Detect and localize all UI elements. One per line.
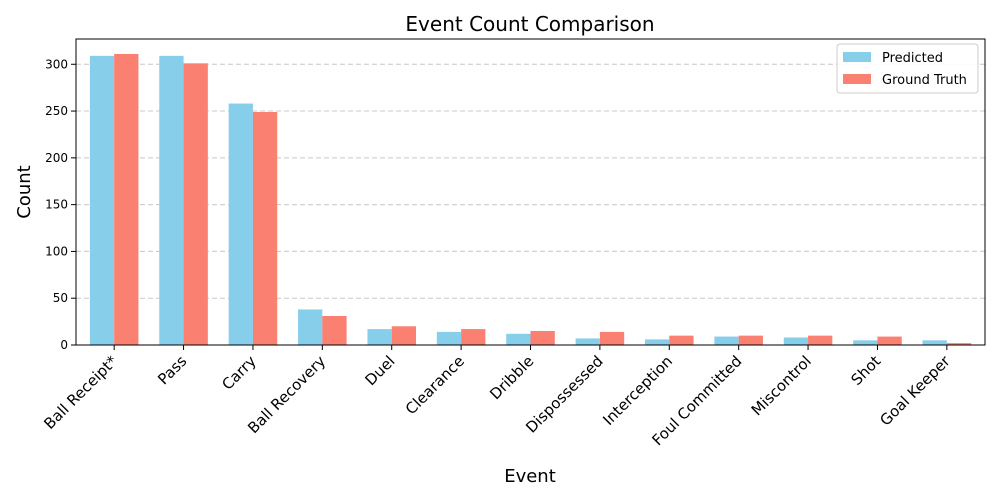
bar-predicted [298,309,323,345]
y-tick-label: 50 [53,291,68,305]
y-tick-label: 100 [45,244,68,258]
bar-predicted [714,336,739,345]
legend-swatch-predicted [843,52,871,62]
bar-ground-truth [669,335,694,345]
legend-frame [836,43,979,94]
bar-predicted [853,340,878,345]
legend-label-ground-truth: Ground Truth [882,73,967,88]
x-tick-label: Goal Keeper [876,352,954,430]
bar-predicted [506,333,531,345]
bars [89,53,972,346]
bar-ground-truth [530,330,555,345]
x-tick-label: Duel [361,352,398,389]
y-axis-ticks: 0 50 100 150 200 250 300 [45,57,76,352]
bar-ground-truth [738,335,763,345]
y-tick-label: 150 [45,198,68,212]
bar-ground-truth [808,335,833,345]
y-tick-label: 300 [45,57,68,71]
bar-ground-truth [322,315,347,345]
bar-predicted [922,340,947,345]
legend: Predicted Ground Truth [836,43,979,94]
bar-ground-truth [391,326,417,345]
bar-predicted [436,331,462,345]
x-tick-label: Carry [218,352,260,394]
legend-label-predicted: Predicted [882,51,943,66]
bar-predicted [783,337,809,345]
bar-predicted [228,103,253,345]
bar-ground-truth [114,53,139,346]
bar-predicted [159,55,184,346]
bar-ground-truth [461,329,486,345]
y-tick-label: 0 [60,338,68,352]
x-tick-label: Pass [154,352,190,388]
bar-ground-truth [877,336,902,345]
x-tick-label: Clearance [402,352,468,418]
bar-predicted [575,338,600,345]
x-tick-label: Interception [599,352,676,429]
x-tick-label: Miscontrol [748,352,815,419]
bar-predicted [367,329,392,345]
bar-predicted [644,339,670,345]
x-tick-label: Shot [847,352,884,389]
x-tick-label: Ball Receipt* [40,352,121,433]
legend-swatch-ground-truth [843,74,871,84]
chart-title: Event Count Comparison [405,12,654,36]
bar-ground-truth [946,343,972,345]
bar-ground-truth [599,331,625,345]
bar-ground-truth [183,63,208,346]
bar-ground-truth [252,111,278,346]
y-tick-label: 200 [45,151,68,165]
grid-lines [76,63,985,299]
y-axis-label: Count [14,165,35,218]
bar-predicted [89,55,115,346]
x-tick-label: Dribble [486,352,537,403]
y-tick-label: 250 [45,104,68,118]
x-axis-label: Event [504,466,556,487]
